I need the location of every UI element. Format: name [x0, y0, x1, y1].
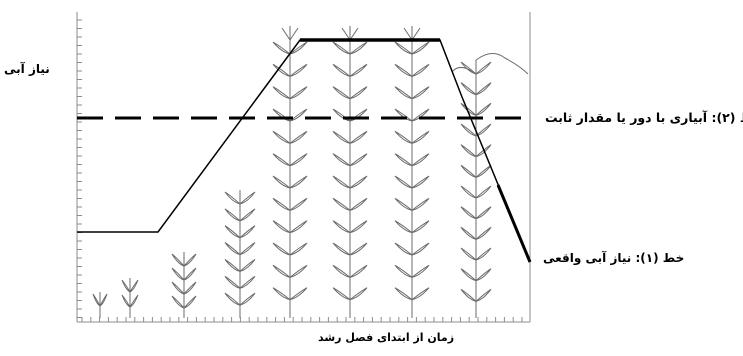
- x-axis-label: زمان از ابتدای فصل رشد: [318, 331, 455, 344]
- plant: [272, 26, 308, 318]
- chart-frame: [76, 12, 531, 323]
- plant: [171, 252, 197, 318]
- plant: [224, 190, 256, 318]
- plant: [394, 26, 430, 318]
- plant: [92, 292, 108, 318]
- line2-label: خط (۲): آبیاری با دور یا مقدار ثابت: [545, 110, 743, 125]
- plant: [121, 278, 139, 318]
- line1-label: خط (۱): نیاز آبی واقعی: [543, 251, 685, 265]
- plant: [460, 60, 492, 318]
- plant-growth-illustration: [92, 26, 529, 318]
- y-axis-ticks: [77, 19, 82, 318]
- line1-decline-thick: [496, 184, 532, 263]
- plant: [332, 26, 368, 318]
- y-axis-label: نیاز آبی: [4, 62, 50, 76]
- x-axis-ticks: [81, 317, 523, 322]
- plant-droop-leaves: [451, 53, 529, 75]
